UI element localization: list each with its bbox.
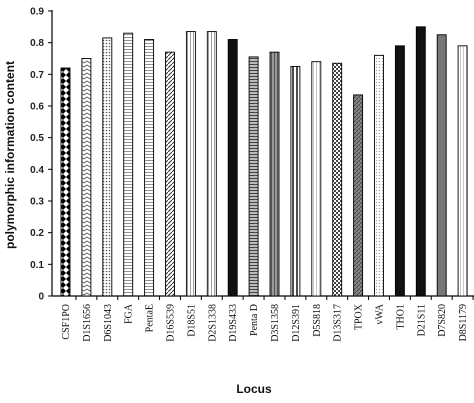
x-tick-label: D6S1043 [103, 304, 114, 342]
x-tick-label: TPOX [354, 303, 365, 330]
x-tick-label: D2S1338 [207, 304, 218, 342]
x-tick-label: D5S818 [312, 304, 323, 337]
bar-d2s1338 [206, 31, 217, 297]
bars [60, 26, 468, 297]
bar-d6s1043 [102, 37, 113, 297]
bar-csf1po [60, 67, 71, 297]
y-tick-label: 0.1 [30, 260, 44, 271]
x-tick-label: vWA [375, 303, 386, 324]
bar-tho1 [394, 45, 405, 297]
bar-pentae [144, 39, 155, 297]
x-tick-label: D18S51 [186, 304, 197, 337]
bar-d18s51 [185, 31, 196, 297]
bar-d13s317 [332, 62, 343, 297]
y-tick-label: 0.4 [30, 165, 44, 176]
x-tick-label: CSF1PO [61, 304, 72, 340]
bar-d8s1179 [457, 45, 468, 297]
x-tick-label: D21S11 [416, 304, 427, 336]
bar-vwa [374, 54, 384, 297]
x-tick-label: D7S820 [437, 304, 448, 337]
bar-d12s391 [290, 65, 301, 297]
bar-d1s1656 [81, 58, 92, 297]
bar-fga [123, 32, 134, 297]
y-tick-label: 0.9 [30, 7, 44, 18]
x-tick-label: D3S1358 [270, 304, 281, 342]
y-tick-label: 0.7 [30, 70, 44, 81]
bar-penta-d [248, 56, 259, 297]
bar-tpox [353, 94, 364, 297]
y-ticks: 0 0.1 0.2 0.3 0.4 0.5 0.6 0.7 0.8 0.9 [30, 7, 52, 303]
bar-d3s1358 [269, 51, 280, 297]
bar-d16s539 [165, 51, 175, 297]
x-tick-label: D12S391 [291, 304, 302, 342]
y-tick-label: 0.2 [30, 228, 44, 239]
x-tick-label: D8S1179 [458, 304, 469, 341]
x-tick-label: FGA [124, 303, 135, 324]
x-axis-title: Locus [236, 382, 272, 396]
x-tick-label: D1S1656 [82, 304, 93, 342]
x-tick-label: THO1 [395, 304, 406, 330]
x-tick-label: D16S539 [166, 304, 177, 342]
x-tick-labels: CSF1PO D1S1656 D6S1043 FGA PentaE D16S539 D18S… [61, 296, 474, 342]
y-tick-label: 0.3 [30, 197, 44, 208]
y-tick-label: 0.6 [30, 102, 44, 113]
x-tick-label: D19S433 [228, 304, 239, 342]
y-axis-title: polymorphic information content [3, 61, 17, 249]
y-tick-label: 0 [38, 292, 44, 303]
y-tick-label: 0.5 [30, 133, 44, 144]
bar-d19s433 [227, 39, 238, 297]
x-tick-label: D13S317 [333, 304, 344, 342]
x-tick-label: Penta D [249, 304, 260, 336]
y-tick-label: 0.8 [30, 38, 44, 49]
bar-d21s11 [415, 26, 426, 297]
x-tick-label: PentaE [145, 304, 156, 332]
bar-d7s820 [436, 34, 447, 297]
bar-d5s818 [311, 61, 322, 297]
